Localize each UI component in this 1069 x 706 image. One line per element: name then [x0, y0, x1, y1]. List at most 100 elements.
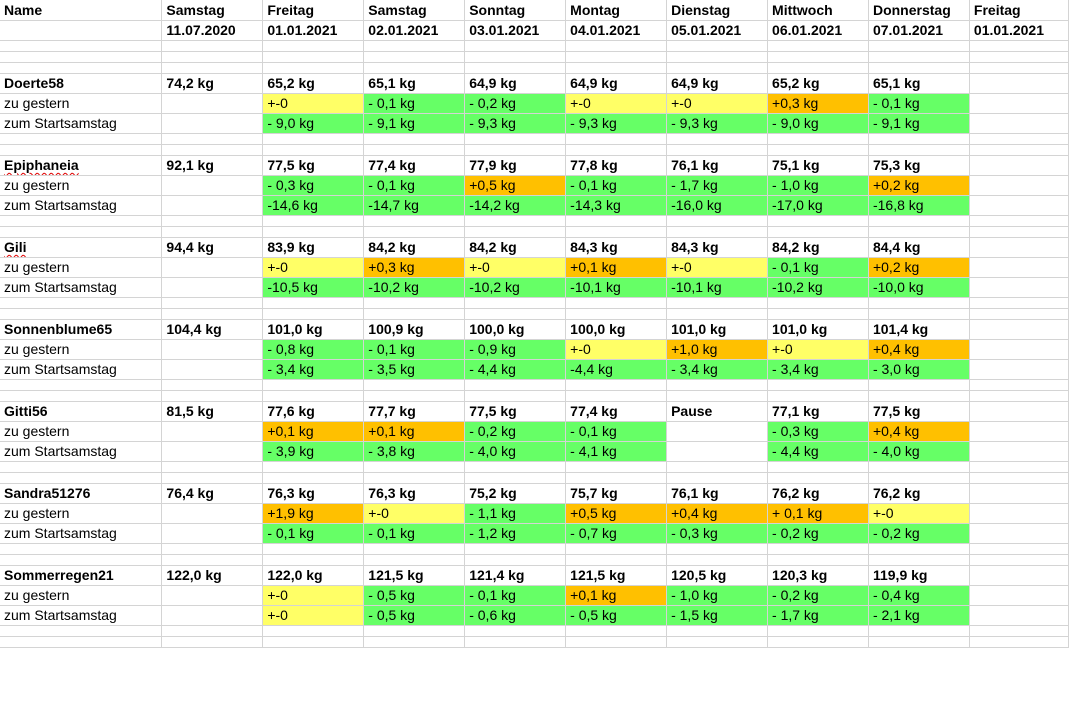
empty-cell[interactable] [161, 421, 264, 442]
weight-cell[interactable]: 100,0 kg [464, 319, 567, 340]
diff-day-cell[interactable]: +-0 [767, 339, 869, 360]
empty-cell[interactable] [868, 144, 970, 156]
empty-cell[interactable] [363, 461, 466, 473]
empty-cell[interactable] [868, 133, 970, 145]
empty-cell[interactable] [767, 40, 869, 52]
empty-cell[interactable] [868, 472, 970, 484]
empty-cell[interactable] [161, 133, 264, 145]
empty-cell[interactable] [161, 277, 264, 298]
weight-cell[interactable]: 84,4 kg [868, 237, 970, 258]
empty-cell[interactable] [969, 133, 1069, 145]
diff-start-cell[interactable]: +-0 [262, 605, 365, 626]
empty-cell[interactable] [363, 226, 466, 238]
empty-cell[interactable] [868, 461, 970, 473]
diff-day-cell[interactable]: +-0 [565, 339, 668, 360]
empty-cell[interactable] [969, 73, 1069, 94]
header-day-cell[interactable]: Freitag [969, 0, 1069, 21]
empty-cell[interactable] [767, 379, 869, 391]
empty-cell[interactable] [767, 554, 869, 566]
empty-cell[interactable] [161, 441, 264, 462]
empty-cell[interactable] [161, 625, 264, 637]
empty-cell[interactable] [464, 133, 567, 145]
weight-cell[interactable]: 77,5 kg [464, 401, 567, 422]
empty-cell[interactable] [969, 175, 1069, 196]
diff-day-cell[interactable]: +1,0 kg [666, 339, 769, 360]
empty-cell[interactable] [262, 62, 365, 74]
empty-cell[interactable] [161, 257, 264, 278]
empty-cell[interactable] [969, 472, 1069, 484]
empty-cell[interactable] [969, 636, 1069, 648]
empty-cell[interactable] [464, 390, 567, 402]
header-date-cell[interactable]: 05.01.2021 [666, 20, 769, 41]
weight-cell[interactable]: 76,1 kg [666, 155, 769, 176]
diff-day-cell[interactable]: - 0,1 kg [868, 93, 970, 114]
weight-cell[interactable]: Pause [666, 401, 769, 422]
header-day-cell[interactable]: Donnerstag [868, 0, 970, 21]
empty-cell[interactable] [565, 62, 668, 74]
weight-cell[interactable]: 101,0 kg [666, 319, 769, 340]
empty-cell[interactable] [262, 144, 365, 156]
empty-cell[interactable] [666, 308, 769, 320]
empty-cell[interactable] [666, 51, 769, 63]
weight-cell[interactable]: 101,0 kg [262, 319, 365, 340]
empty-cell[interactable] [767, 472, 869, 484]
diff-day-cell[interactable]: +0,1 kg [565, 257, 668, 278]
empty-cell[interactable] [262, 51, 365, 63]
empty-cell[interactable] [464, 543, 567, 555]
weight-cell[interactable]: 77,9 kg [464, 155, 567, 176]
diff-day-cell[interactable]: +0,3 kg [363, 257, 466, 278]
empty-cell[interactable] [565, 625, 668, 637]
empty-cell[interactable] [868, 625, 970, 637]
empty-cell[interactable] [161, 215, 264, 227]
empty-cell[interactable] [161, 461, 264, 473]
empty-cell[interactable] [464, 636, 567, 648]
empty-cell[interactable] [464, 554, 567, 566]
empty-cell[interactable] [969, 195, 1069, 216]
weight-cell[interactable]: 84,2 kg [767, 237, 869, 258]
diff-start-cell[interactable]: - 9,0 kg [767, 113, 869, 134]
weight-cell[interactable]: 84,2 kg [464, 237, 567, 258]
header-date-cell[interactable]: 01.01.2021 [969, 20, 1069, 41]
empty-cell[interactable] [767, 226, 869, 238]
diff-day-cell[interactable]: - 0,1 kg [565, 421, 668, 442]
diff-start-cell[interactable]: - 0,2 kg [868, 523, 970, 544]
empty-cell[interactable] [767, 51, 869, 63]
participant-name-cell[interactable]: Doerte58 [0, 73, 163, 94]
weight-cell[interactable]: 119,9 kg [868, 565, 970, 586]
empty-cell[interactable] [161, 297, 264, 309]
weight-cell[interactable]: 83,9 kg [262, 237, 365, 258]
empty-cell[interactable] [0, 636, 163, 648]
header-day-cell[interactable]: Freitag [262, 0, 365, 21]
empty-cell[interactable] [161, 175, 264, 196]
empty-cell[interactable] [969, 401, 1069, 422]
empty-cell[interactable] [868, 62, 970, 74]
empty-cell[interactable] [969, 390, 1069, 402]
empty-cell[interactable] [969, 565, 1069, 586]
weight-cell[interactable]: 100,0 kg [565, 319, 668, 340]
weight-cell[interactable]: 77,4 kg [565, 401, 668, 422]
empty-cell[interactable] [767, 390, 869, 402]
empty-cell[interactable] [0, 62, 163, 74]
weight-cell[interactable]: 65,2 kg [767, 73, 869, 94]
diff-day-cell[interactable]: - 0,4 kg [868, 585, 970, 606]
diff-start-cell[interactable]: -14,7 kg [363, 195, 466, 216]
empty-cell[interactable] [161, 390, 264, 402]
empty-cell[interactable] [161, 40, 264, 52]
empty-cell[interactable] [0, 20, 163, 41]
empty-cell[interactable] [0, 40, 163, 52]
weight-cell[interactable]: 76,2 kg [868, 483, 970, 504]
empty-cell[interactable] [969, 51, 1069, 63]
weight-cell[interactable]: 77,4 kg [363, 155, 466, 176]
empty-cell[interactable] [464, 472, 567, 484]
header-date-cell[interactable]: 03.01.2021 [464, 20, 567, 41]
empty-cell[interactable] [464, 379, 567, 391]
diff-day-cell[interactable]: +0,1 kg [262, 421, 365, 442]
diff-day-cell[interactable]: + 0,1 kg [767, 503, 869, 524]
empty-cell[interactable] [969, 319, 1069, 340]
empty-cell[interactable] [565, 543, 668, 555]
empty-cell[interactable] [363, 133, 466, 145]
start-weight-cell[interactable]: 104,4 kg [161, 319, 264, 340]
diff-day-cell[interactable]: - 0,5 kg [363, 585, 466, 606]
weight-cell[interactable]: 75,7 kg [565, 483, 668, 504]
empty-cell[interactable] [464, 215, 567, 227]
